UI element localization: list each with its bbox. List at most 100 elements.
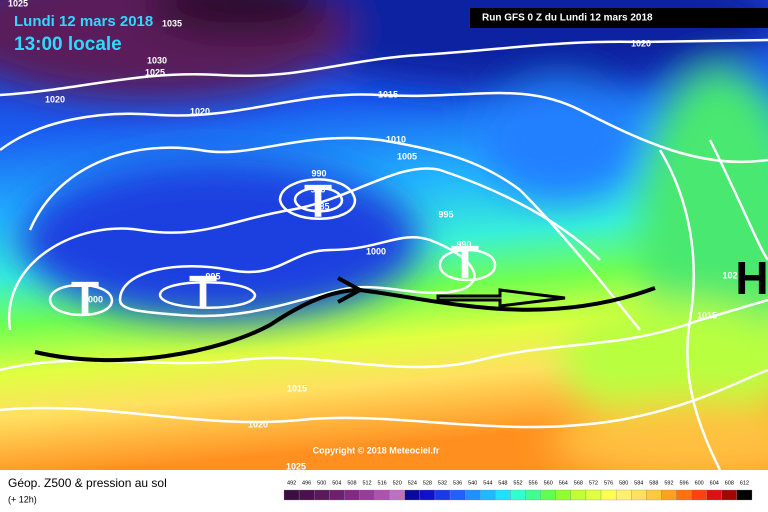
legend-subtitle: (+ 12h) xyxy=(8,494,37,504)
isobar-label: 1020 xyxy=(248,419,268,429)
run-banner xyxy=(470,8,768,28)
pressure-center: T xyxy=(304,175,332,227)
scale-label: 508 xyxy=(347,480,356,486)
isobar-label: 1030 xyxy=(147,55,167,65)
isobar-label: 1025 xyxy=(8,0,28,8)
scale-swatch xyxy=(344,489,360,501)
scale-swatch xyxy=(374,489,390,501)
pressure-center: T xyxy=(71,272,99,324)
copyright: Copyright © 2018 Meteociel.fr xyxy=(313,445,440,455)
scale-swatch xyxy=(646,489,662,501)
scale-label: 516 xyxy=(378,480,387,486)
scale-label: 504 xyxy=(332,480,341,486)
scale-label: 612 xyxy=(740,480,749,486)
isobar-label: 1010 xyxy=(386,134,406,144)
scale-swatch xyxy=(540,489,556,501)
flow-arrows xyxy=(34,276,656,363)
scale-label: 532 xyxy=(438,480,447,486)
scale-label: 604 xyxy=(710,480,719,486)
isobar-labels: 1025 1035 1030 1025 1020 1020 1015 1010 1005 990 9… xyxy=(8,0,738,471)
scale-swatch xyxy=(631,489,647,501)
run-info: Run GFS 0 Z du Lundi 12 mars 2018 xyxy=(482,13,653,24)
isobar-label: 995 xyxy=(205,271,220,281)
scale-label: 572 xyxy=(589,480,598,486)
scale-label: 592 xyxy=(664,480,673,486)
time: 13:00 locale xyxy=(14,34,122,55)
scale-label: 512 xyxy=(362,480,371,486)
pressure-center: T xyxy=(451,236,479,288)
scale-label: 520 xyxy=(393,480,402,486)
isobar-label: 1025 xyxy=(286,461,306,471)
scale-label: 608 xyxy=(725,480,734,486)
isobar-label: 995 xyxy=(438,209,453,219)
isobar-label: 1020 xyxy=(45,94,65,104)
isobar-label: 990 xyxy=(456,239,471,249)
scale-swatch xyxy=(676,489,692,501)
scale-swatch xyxy=(615,489,632,501)
scale-label: 500 xyxy=(317,480,326,486)
scale-swatch xyxy=(359,489,375,501)
scale-label: 552 xyxy=(513,480,522,486)
scale-label: 576 xyxy=(604,480,613,486)
isobar-label: 985 xyxy=(314,201,329,211)
scale-swatch xyxy=(329,489,345,501)
scale-label: 560 xyxy=(544,480,553,486)
scale-label: 584 xyxy=(634,480,643,486)
scale-swatch xyxy=(449,489,466,501)
isobar-label: 1000 xyxy=(366,246,386,256)
isobar-label: 1005 xyxy=(397,151,417,161)
scale-label: 596 xyxy=(679,480,688,486)
scale-label: 544 xyxy=(483,480,492,486)
scale-swatch xyxy=(404,489,421,501)
scale-swatch xyxy=(525,489,541,501)
scale-label: 540 xyxy=(468,480,477,486)
scale-swatch xyxy=(480,489,496,501)
scale-swatch xyxy=(434,489,451,501)
isobar-label: 1035 xyxy=(162,18,182,28)
date: Lundi 12 mars 2018 xyxy=(14,13,153,30)
scale-label: 528 xyxy=(423,480,432,486)
isobar-label: 980 xyxy=(310,184,325,194)
isobar-label: 1015 xyxy=(378,89,398,99)
scale-swatch xyxy=(570,489,587,501)
pressure-centers: T T T T H xyxy=(71,175,768,324)
scale-swatch xyxy=(736,489,753,501)
scale-swatch xyxy=(600,489,617,501)
isobar-label: 1015 xyxy=(287,383,307,393)
scale-swatch xyxy=(283,489,300,501)
scale-swatch xyxy=(465,489,481,501)
scale-label: 524 xyxy=(408,480,417,486)
scale-swatch xyxy=(495,489,511,501)
scale-swatch xyxy=(585,489,602,501)
scale-label: 580 xyxy=(619,480,628,486)
scale-swatch xyxy=(661,489,677,501)
scale-label: 496 xyxy=(302,480,311,486)
isobar-label: 990 xyxy=(311,168,326,178)
scale-label: 568 xyxy=(574,480,583,486)
scale-label: 564 xyxy=(559,480,568,486)
scale-swatch xyxy=(510,489,526,501)
scale-swatch xyxy=(721,489,738,501)
scale-swatch xyxy=(389,489,405,501)
scale-swatch xyxy=(314,489,330,501)
scale-swatch xyxy=(706,489,722,501)
scale-swatch xyxy=(298,489,315,501)
scale-label: 492 xyxy=(287,480,296,486)
isobar-label: 1020 xyxy=(190,106,210,116)
scale-label: 556 xyxy=(529,480,538,486)
color-scale: 492 496 500 504 508 512 516 520 524 528 532 536 540 5… xyxy=(283,480,753,501)
scale-swatch xyxy=(691,489,707,501)
scale-label: 588 xyxy=(649,480,658,486)
scale-swatch xyxy=(419,489,436,501)
field-background xyxy=(0,0,768,480)
isobar-label: 1000 xyxy=(83,294,103,304)
isobar-label: 102 xyxy=(722,270,737,280)
scale-label: 600 xyxy=(695,480,704,486)
scale-label: 536 xyxy=(453,480,462,486)
isobar-label: 1025 xyxy=(145,67,165,77)
scale-swatch xyxy=(555,489,571,501)
pressure-center: H xyxy=(735,252,768,304)
pressure-center: T xyxy=(189,266,217,318)
isobar-label: 1015 xyxy=(697,310,717,320)
